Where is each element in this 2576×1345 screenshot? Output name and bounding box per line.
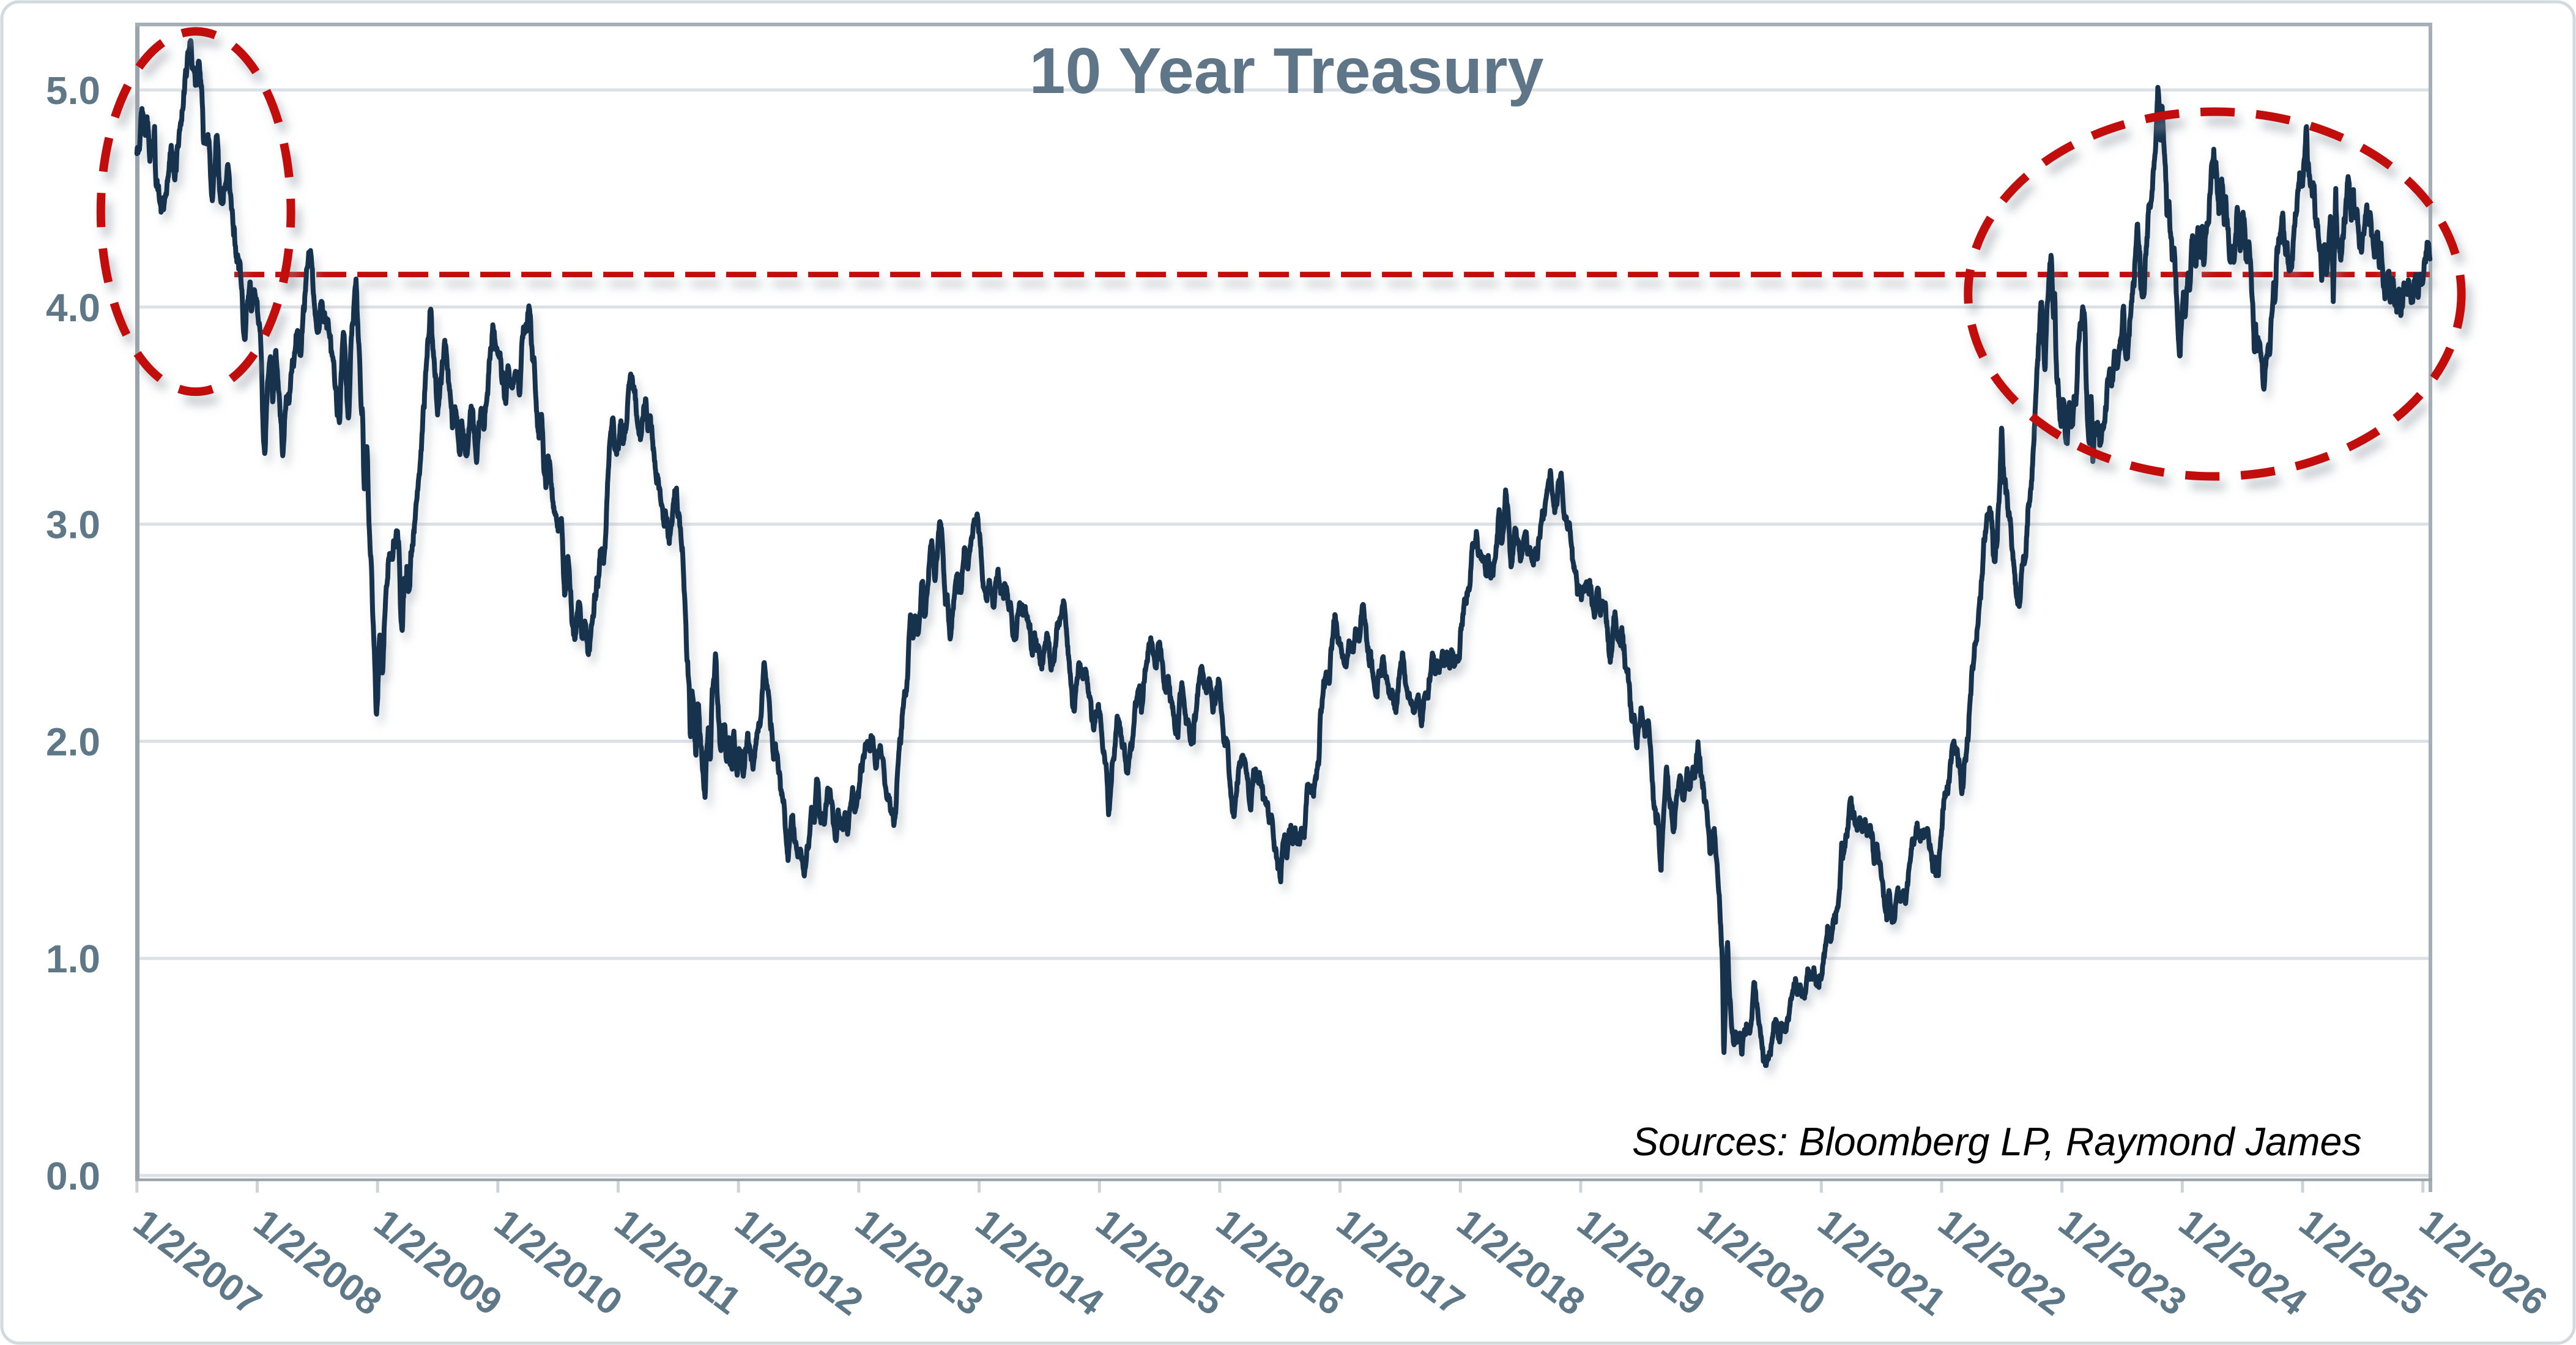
x-tick-label: 1/2/2012	[727, 1201, 870, 1324]
highlight-ellipse-2007	[96, 27, 295, 397]
x-tick-label: 1/2/2007	[125, 1201, 269, 1324]
x-tick-label: 1/2/2022	[1931, 1201, 2074, 1324]
x-tick-label: 1/2/2020	[1690, 1201, 1833, 1324]
x-tick-label: 1/2/2023	[2051, 1201, 2194, 1324]
highlight-ellipse-2024	[1964, 107, 2466, 481]
y-tick-label: 0.0	[46, 1154, 100, 1198]
x-tick-label: 1/2/2010	[486, 1201, 629, 1324]
x-tick-label: 1/2/2026	[2411, 1201, 2555, 1324]
treasury-yield-line	[134, 38, 2433, 1068]
x-tick-label: 1/2/2018	[1449, 1201, 1592, 1324]
x-tick-label: 1/2/2024	[2171, 1201, 2315, 1324]
x-tick-label: 1/2/2013	[847, 1201, 990, 1324]
y-tick-label: 5.0	[46, 69, 100, 113]
x-tick-label: 1/2/2017	[1329, 1201, 1472, 1324]
x-axis-labels-group: 1/2/20071/2/20081/2/20091/2/20101/2/2011…	[125, 1201, 2555, 1324]
x-ticks-group	[135, 1181, 2425, 1193]
y-tick-label: 2.0	[46, 720, 100, 764]
x-tick-label: 1/2/2015	[1088, 1201, 1231, 1324]
x-tick-label: 1/2/2025	[2292, 1201, 2435, 1324]
x-tick-label: 1/2/2009	[366, 1201, 510, 1324]
x-tick-label: 1/2/2014	[968, 1201, 1112, 1324]
chart-title: 10 Year Treasury	[1030, 35, 1544, 107]
y-axis-labels-group: 0.0 1.0 2.0 3.0 4.0 5.0	[46, 69, 100, 1198]
x-tick-label: 1/2/2016	[1208, 1201, 1351, 1324]
annotation-ellipses-group	[96, 27, 2466, 481]
y-tick-label: 4.0	[46, 286, 100, 330]
x-tick-label: 1/2/2008	[246, 1201, 389, 1324]
gridlines-group	[139, 88, 2429, 1177]
sources-note: Sources: Bloomberg LP, Raymond James	[1632, 1120, 2362, 1164]
plot-borders-group	[135, 23, 2432, 1192]
x-tick-label: 1/2/2019	[1570, 1201, 1713, 1324]
y-tick-label: 1.0	[46, 937, 100, 981]
x-tick-label: 1/2/2011	[607, 1201, 749, 1322]
y-tick-label: 3.0	[46, 503, 100, 547]
x-tick-label: 1/2/2021	[1810, 1201, 1953, 1324]
